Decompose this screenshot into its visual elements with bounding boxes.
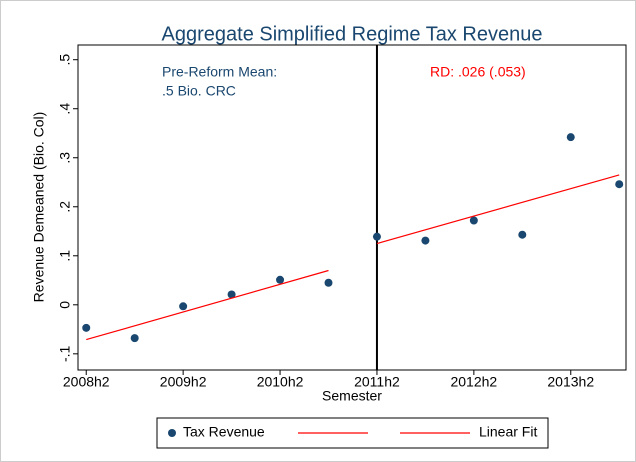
y-tick-label: .2 xyxy=(57,201,73,213)
x-tick-label: 2011h2 xyxy=(354,374,400,390)
x-tick-label: 2012h2 xyxy=(450,374,497,390)
annotation: .5 Bio. CRC xyxy=(162,83,236,99)
x-tick-label: 2008h2 xyxy=(63,374,110,390)
data-point xyxy=(615,180,624,189)
y-tick-label: .4 xyxy=(57,103,73,115)
x-tick-label: 2013h2 xyxy=(547,374,594,390)
data-point xyxy=(421,236,430,245)
y-axis-label: Revenue Demeaned (Bio. Col) xyxy=(31,112,47,303)
data-point xyxy=(276,275,285,284)
y-tick-label: .3 xyxy=(57,152,73,164)
data-point xyxy=(179,302,188,311)
legend-marker xyxy=(168,429,176,437)
data-point xyxy=(518,230,527,239)
data-point xyxy=(130,334,139,343)
y-tick-label: -.1 xyxy=(57,345,73,362)
fit-line xyxy=(376,174,620,245)
data-point xyxy=(324,278,333,287)
chart-title: Aggregate Simplified Regime Tax Revenue xyxy=(162,23,543,45)
plot-frame xyxy=(77,44,627,371)
data-point xyxy=(469,216,478,225)
annotation: RD: .026 (.053) xyxy=(430,64,526,80)
legend-label: Tax Revenue xyxy=(183,424,265,440)
data-point xyxy=(82,323,91,332)
x-axis-label: Semester xyxy=(322,388,382,404)
x-tick-label: 2009h2 xyxy=(160,374,207,390)
fit-line xyxy=(86,269,329,341)
x-tick-label: 2010h2 xyxy=(257,374,304,390)
data-point xyxy=(227,290,236,299)
annotation: Pre-Reform Mean: xyxy=(162,64,277,80)
data-point xyxy=(566,133,575,142)
data-point xyxy=(372,232,381,241)
legend-label: Linear Fit xyxy=(479,424,537,440)
y-tick-label: 0 xyxy=(57,301,73,309)
y-tick-label: .1 xyxy=(57,250,73,262)
y-tick-label: .5 xyxy=(57,54,73,66)
